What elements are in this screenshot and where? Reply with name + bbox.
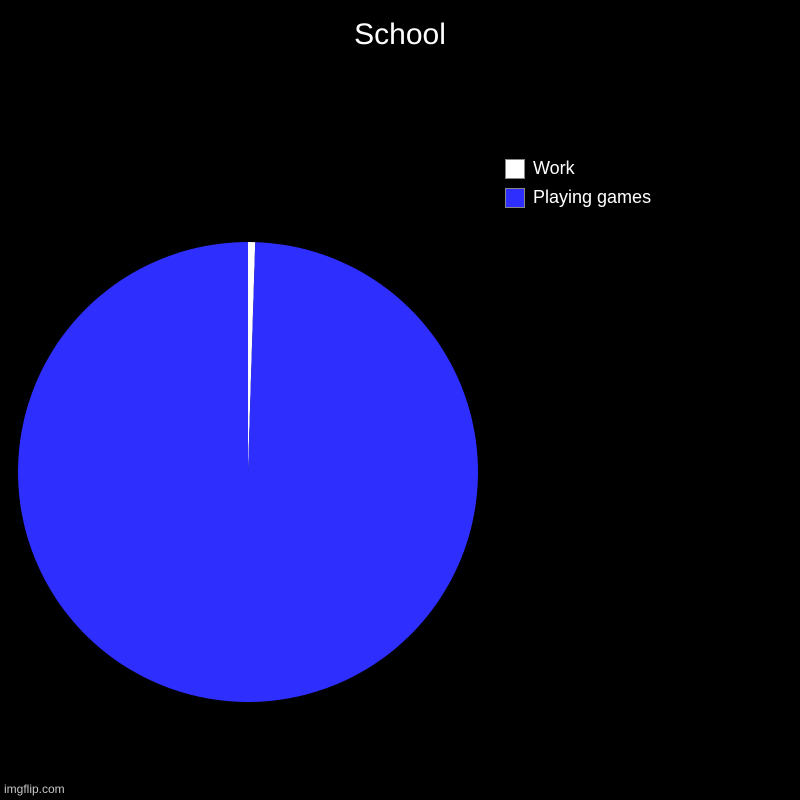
pie-chart: [18, 242, 478, 702]
legend-swatch-work: [505, 159, 525, 179]
legend-item-work: Work: [505, 158, 651, 179]
legend-swatch-playing-games: [505, 188, 525, 208]
legend: Work Playing games: [505, 158, 651, 208]
chart-title: School: [0, 18, 800, 52]
watermark: imgflip.com: [4, 782, 65, 796]
legend-item-playing-games: Playing games: [505, 187, 651, 208]
legend-label-work: Work: [533, 158, 575, 179]
legend-label-playing-games: Playing games: [533, 187, 651, 208]
